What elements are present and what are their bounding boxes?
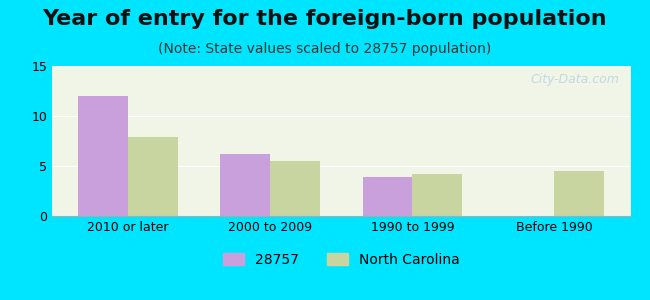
- Text: (Note: State values scaled to 28757 population): (Note: State values scaled to 28757 popu…: [159, 42, 491, 56]
- Text: City-Data.com: City-Data.com: [530, 74, 619, 86]
- Bar: [412, 174, 462, 216]
- Bar: [128, 137, 178, 216]
- Bar: [78, 96, 128, 216]
- Bar: [554, 171, 604, 216]
- Bar: [220, 154, 270, 216]
- Text: Year of entry for the foreign-born population: Year of entry for the foreign-born popul…: [43, 9, 607, 29]
- Bar: [363, 177, 412, 216]
- Bar: [270, 161, 320, 216]
- Legend: 28757, North Carolina: 28757, North Carolina: [218, 247, 465, 272]
